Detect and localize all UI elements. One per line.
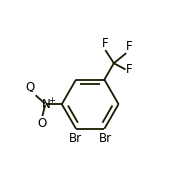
Text: F: F: [102, 37, 108, 50]
Text: F: F: [126, 63, 133, 76]
Text: -: -: [29, 86, 33, 96]
Text: Br: Br: [69, 132, 82, 145]
Text: O: O: [37, 117, 47, 130]
Text: Br: Br: [99, 132, 112, 145]
Text: O: O: [25, 81, 34, 94]
Text: +: +: [48, 96, 55, 105]
Text: F: F: [126, 40, 133, 53]
Text: N: N: [41, 98, 50, 111]
